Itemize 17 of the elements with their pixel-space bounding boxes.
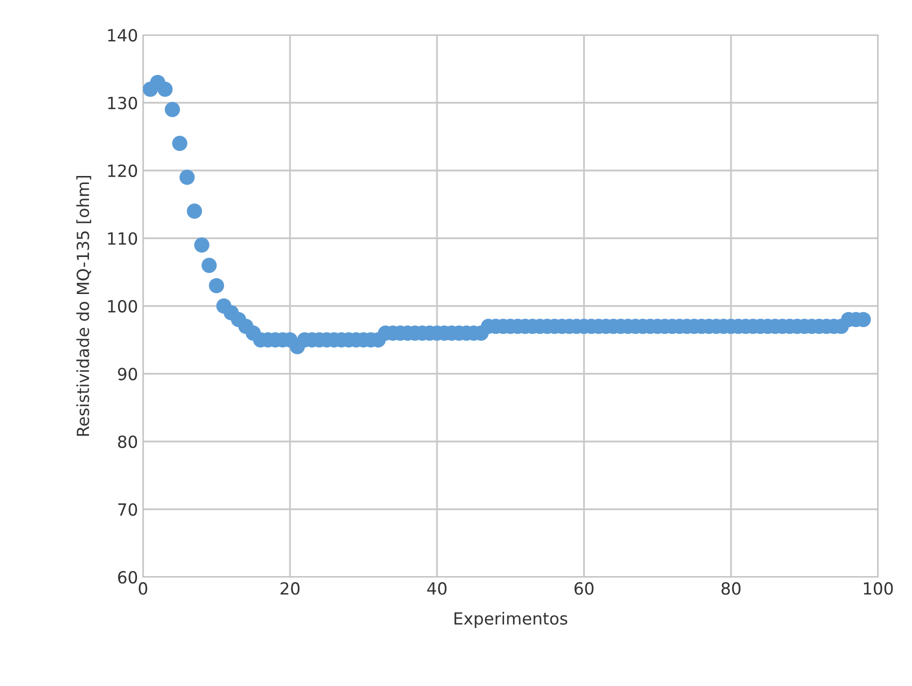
y-tick-label: 120	[108, 164, 138, 178]
x-axis-title: Experimentos	[454, 612, 568, 628]
y-axis-title: Resistividade do MQ-135 [ohm]	[76, 176, 92, 436]
x-tick-label: 0	[138, 582, 148, 595]
x-tick-label: 100	[864, 582, 893, 595]
y-tick-label: 100	[108, 300, 138, 313]
y-tick-label: 90	[118, 368, 138, 380]
x-tick-label: 40	[427, 582, 446, 595]
x-tick-label: 20	[280, 582, 300, 595]
x-tick-label: 60	[574, 582, 594, 595]
y-tick-label: 80	[118, 435, 138, 448]
x-tick-label: 80	[722, 582, 740, 595]
y-tick-label: 130	[108, 96, 138, 110]
y-tick-label: 140	[108, 28, 138, 42]
y-tick-label: 60	[118, 570, 138, 584]
y-tick-label: 110	[108, 232, 138, 245]
y-tick-label: 70	[118, 503, 138, 516]
